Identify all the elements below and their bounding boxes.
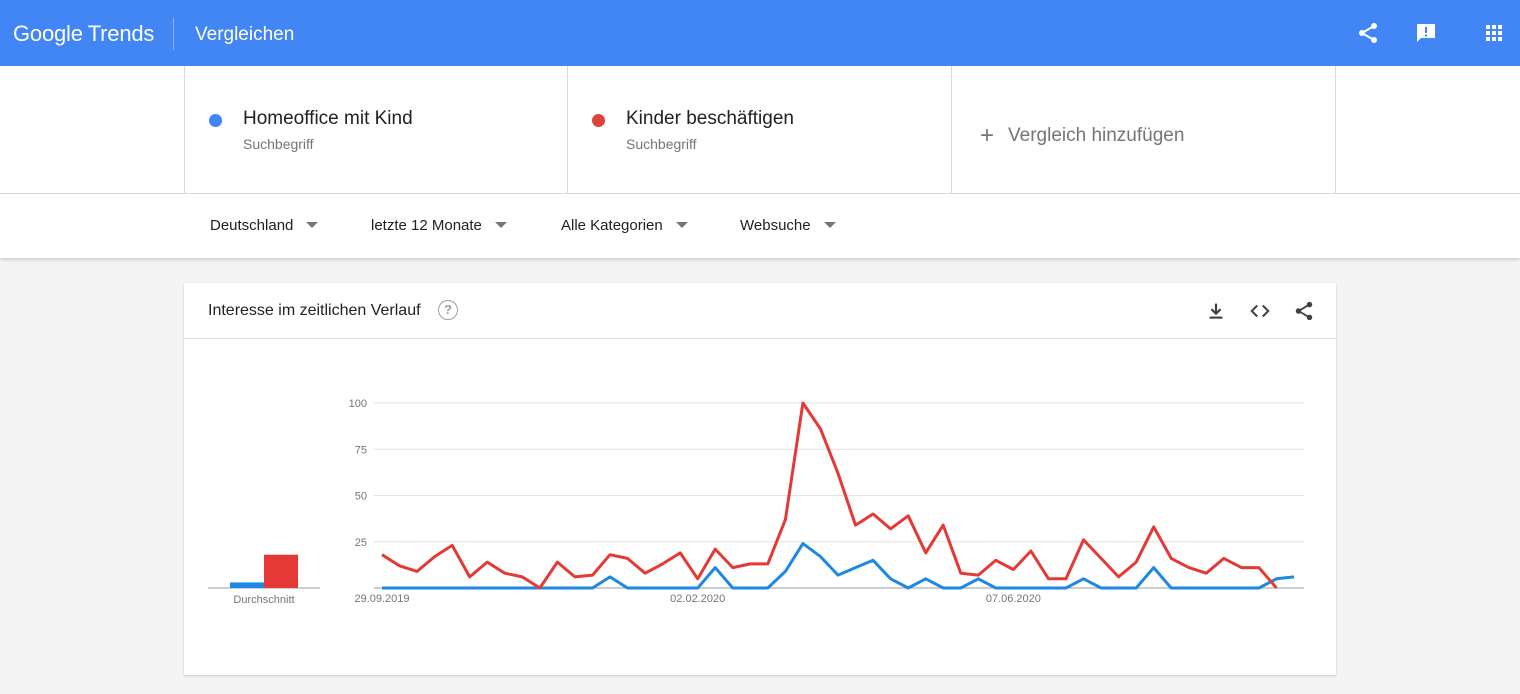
series-line-homeoffice [382,542,1295,590]
add-comparison-button[interactable]: + Vergleich hinzufügen [980,120,1185,149]
embed-icon[interactable] [1249,300,1271,322]
page-title: Vergleichen [195,24,295,45]
download-icon[interactable] [1205,300,1227,322]
y-tick-label: 25 [355,537,367,549]
logo-google-text: Google [13,21,83,46]
search-type-label: Websuche [740,217,811,234]
chevron-down-icon [494,222,507,228]
share-icon[interactable] [1356,21,1380,45]
term-name[interactable]: Homeoffice mit Kind [243,108,413,129]
region-label: Deutschland [210,217,294,234]
term-name[interactable]: Kinder beschäftigen [626,108,794,129]
category-label: Alle Kategorien [561,217,663,234]
apps-icon[interactable] [1482,21,1506,45]
card-divider [184,338,1336,339]
feedback-icon[interactable] [1414,21,1438,45]
series-line-kinder [381,401,1278,590]
share-icon[interactable] [1293,300,1315,322]
term-color-dot [209,114,222,127]
chevron-down-icon [823,222,836,228]
chevron-down-icon [306,222,319,228]
search-type-dropdown[interactable]: Websuche [740,217,836,234]
x-tick-label: 07.06.2020 [986,593,1041,605]
x-tick-label: 02.02.2020 [670,593,725,605]
y-tick-label: 75 [355,444,367,456]
app-bar: Google Trends Vergleichen [0,0,1520,66]
comparison-terms-bar: Homeoffice mit Kind Suchbegriff Kinder b… [0,66,1520,194]
logo-trends-text: Trends [87,21,155,46]
term-type: Suchbegriff [626,136,697,152]
card-title: Interesse im zeitlichen Verlauf [208,302,421,319]
term-card-1[interactable]: Homeoffice mit Kind Suchbegriff [184,66,568,193]
x-tick-label: 29.09.2019 [354,593,409,605]
add-comparison-card[interactable]: + Vergleich hinzufügen [951,66,1336,193]
header-divider [173,18,174,50]
plus-icon: + [980,122,995,149]
y-tick-label: 50 [355,491,367,503]
filter-bar: Deutschland letzte 12 Monate Alle Katego… [0,194,1520,258]
timeframe-label: letzte 12 Monate [371,217,482,234]
add-comparison-label: Vergleich hinzufügen [1008,125,1185,146]
google-trends-logo[interactable]: Google Trends [13,21,154,47]
term-card-2[interactable]: Kinder beschäftigen Suchbegriff [567,66,952,193]
term-type: Suchbegriff [243,136,314,152]
average-label: Durchschnitt [233,594,294,606]
average-bar [264,554,298,588]
timeframe-dropdown[interactable]: letzte 12 Monate [371,217,507,234]
average-bar [230,582,264,588]
category-dropdown[interactable]: Alle Kategorien [561,217,688,234]
y-tick-label: 100 [349,398,367,410]
region-dropdown[interactable]: Deutschland [210,217,319,234]
interest-line-chart: 100 75 50 25 29.09.2019 02.02.2020 07.06.2020 D… [208,398,1304,606]
term-color-dot [592,114,605,127]
chevron-down-icon [675,222,688,228]
help-icon[interactable]: ? [438,300,458,320]
interest-over-time-card: Interesse im zeitlichen Verlauf ? 100 75 5… [184,283,1336,675]
